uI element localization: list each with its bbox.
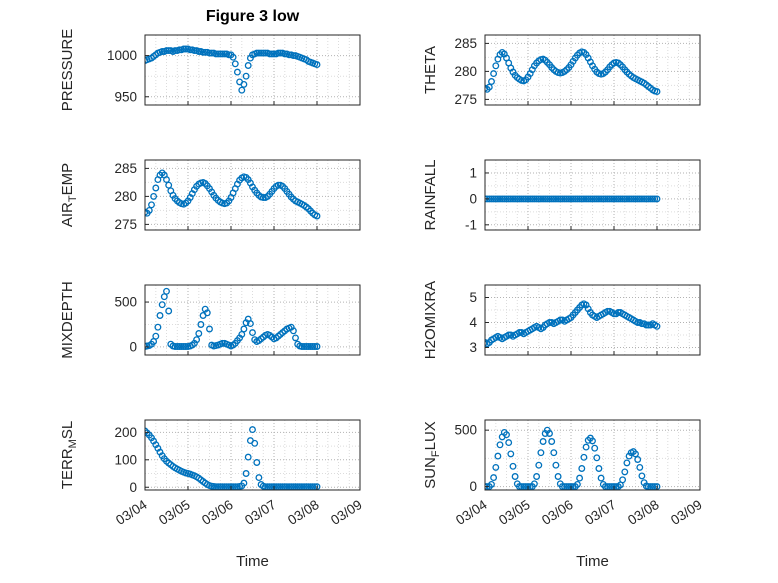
data-points	[485, 195, 661, 203]
plot-sun-flux: 0 500 03/04 03/05 03/06 03/07 03/08 03/09	[453, 419, 705, 528]
data-points	[145, 45, 321, 94]
data-points	[485, 426, 661, 490]
axes-border	[144, 159, 361, 231]
y-tick-label: 275	[454, 92, 477, 107]
y-tick-label: 0	[469, 479, 477, 494]
axes-border	[484, 284, 701, 356]
y-tick-label: 1	[469, 166, 477, 181]
axes-border	[144, 284, 361, 356]
plot-mixdepth: 0 500	[114, 284, 361, 356]
y-tick-label: 280	[454, 64, 477, 79]
x-tick-label: 03/07	[582, 497, 619, 528]
plot-pressure: 950 1000	[107, 34, 361, 106]
data-points	[145, 426, 321, 490]
x-tick-label: 03/08	[625, 497, 662, 528]
x-axis-label-left: Time	[236, 553, 269, 570]
axes-border	[484, 419, 701, 491]
y-tick-label: 500	[454, 423, 477, 438]
x-tick-label: 03/09	[668, 497, 705, 528]
y-tick-label: 100	[114, 452, 137, 467]
x-tick-label: 03/09	[328, 497, 365, 528]
plot-rainfall: -1 0 1	[465, 159, 701, 232]
y-tick-label: 285	[454, 36, 477, 51]
y-tick-label: -1	[465, 217, 477, 232]
data-points	[145, 169, 321, 220]
plot-h2omixra: 3 4 5	[469, 284, 701, 356]
x-tick-label: 03/06	[199, 497, 236, 528]
y-tick-label: 0	[129, 339, 137, 354]
y-tick-label: 4	[469, 315, 477, 330]
plot-terr-msl: 0 100 200 03/04 03/05 03/06 03/07 03/08 03/09	[113, 419, 365, 528]
y-tick-label: 275	[114, 217, 137, 232]
y-tick-label: 280	[114, 189, 137, 204]
y-tick-label: 285	[114, 161, 137, 176]
y-axis-label-mixdepth: MIXDEPTH	[59, 281, 76, 359]
y-tick-label: 5	[469, 290, 477, 305]
data-points	[145, 287, 321, 350]
x-tick-label: 03/08	[285, 497, 322, 528]
x-tick-label: 03/04	[453, 497, 490, 528]
data-points	[485, 48, 661, 96]
y-tick-label: 500	[114, 295, 137, 310]
plot-air-temp: 275 280 285	[114, 159, 361, 232]
plot-theta: 275 280 285	[454, 34, 701, 107]
x-tick-label: 03/07	[242, 497, 279, 528]
y-tick-label: 0	[129, 480, 137, 495]
x-axis-label-right: Time	[576, 553, 609, 570]
axes-border	[484, 159, 701, 231]
data-points	[485, 300, 661, 348]
axes-border	[484, 34, 701, 106]
y-tick-label: 0	[469, 191, 477, 206]
axes-border	[144, 419, 361, 491]
y-tick-label: 950	[114, 89, 137, 104]
y-tick-label: 3	[469, 340, 477, 355]
y-tick-label: 1000	[107, 48, 137, 63]
axes-border	[144, 34, 361, 106]
x-tick-label: 03/05	[156, 497, 193, 528]
y-tick-label: 200	[114, 425, 137, 440]
y-axis-label-terr-msl: TERRMSL	[59, 420, 79, 490]
figure-title: Figure 3 low	[205, 8, 300, 25]
x-tick-label: 03/04	[113, 497, 150, 528]
x-tick-label: 03/06	[539, 497, 576, 528]
x-tick-label: 03/05	[496, 497, 533, 528]
